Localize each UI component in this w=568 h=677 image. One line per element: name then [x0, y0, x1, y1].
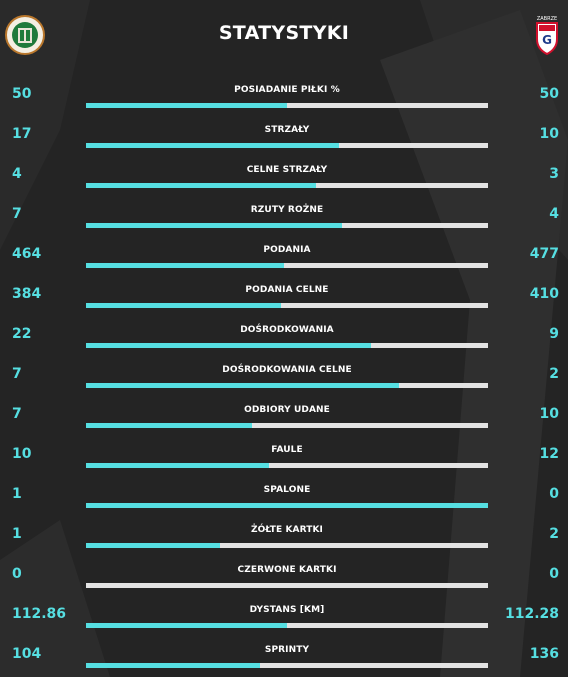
- away-value: 477: [529, 246, 559, 262]
- stat-row: 1 SPALONE 0: [0, 474, 568, 514]
- away-value: 112.28: [504, 606, 559, 622]
- home-value: 17: [12, 126, 32, 142]
- away-team-logo-icon: G ZABRZE: [536, 16, 558, 55]
- away-value: 0: [549, 566, 559, 582]
- stat-bar: [86, 303, 488, 308]
- home-value: 22: [12, 326, 32, 342]
- stat-row: 7 ODBIORY UDANE 10: [0, 394, 568, 434]
- home-value: 7: [12, 366, 22, 382]
- away-value: 2: [549, 366, 559, 382]
- home-share-fill: [86, 343, 372, 348]
- svg-text:G: G: [542, 33, 552, 47]
- stat-label: CZERWONE KARTKI: [237, 565, 337, 575]
- stat-label: SPALONE: [263, 485, 311, 495]
- stats-list: 50 POSIADANIE PIŁKI % 50 17 STRZAŁY 10 4 CELNE …: [0, 74, 568, 674]
- stat-bar: [86, 383, 488, 388]
- stat-label: DYSTANS [KM]: [249, 605, 325, 615]
- stat-row: 104 SPRINTY 136: [0, 634, 568, 674]
- home-share-fill: [86, 663, 261, 668]
- away-value: 4: [549, 206, 559, 222]
- home-value: 7: [12, 406, 22, 422]
- stat-label: PODANIA: [263, 245, 311, 255]
- stat-row: 4 CELNE STRZAŁY 3: [0, 154, 568, 194]
- away-value: 10: [539, 406, 559, 422]
- home-value: 10: [12, 446, 32, 462]
- stat-row: 10 FAULE 12: [0, 434, 568, 474]
- stat-label: PODANIA CELNE: [245, 285, 329, 295]
- stat-row: 17 STRZAŁY 10: [0, 114, 568, 154]
- stat-bar: [86, 583, 488, 588]
- home-value: 4: [12, 166, 22, 182]
- home-share-fill: [86, 223, 342, 228]
- home-value: 112.86: [12, 606, 67, 622]
- home-team-logo-icon: [5, 15, 45, 55]
- home-value: 1: [12, 486, 22, 502]
- stat-bar: [86, 423, 488, 428]
- home-share-fill: [86, 183, 316, 188]
- stat-bar: [86, 103, 488, 108]
- stat-label: FAULE: [271, 445, 303, 455]
- stat-label: RZUTY ROŻNE: [250, 205, 324, 215]
- stat-label: ODBIORY UDANE: [244, 405, 330, 415]
- stat-bar: [86, 343, 488, 348]
- home-value: 384: [12, 286, 42, 302]
- away-value: 2: [549, 526, 559, 542]
- home-value: 464: [12, 246, 42, 262]
- away-logo-text: ZABRZE: [537, 16, 557, 22]
- stat-row: 384 PODANIA CELNE 410: [0, 274, 568, 314]
- home-share-fill: [86, 143, 340, 148]
- stat-label: DOŚRODKOWANIA: [240, 325, 334, 335]
- away-value: 10: [539, 126, 559, 142]
- home-share-fill: [86, 503, 488, 508]
- stat-label: ŻÓŁTE KARTKI: [250, 525, 323, 535]
- home-value: 7: [12, 206, 22, 222]
- stat-row: 464 PODANIA 477: [0, 234, 568, 274]
- away-value: 136: [529, 646, 559, 662]
- home-share-fill: [86, 383, 399, 388]
- stat-row: 7 RZUTY ROŻNE 4: [0, 194, 568, 234]
- home-share-fill: [86, 423, 252, 428]
- home-share-fill: [86, 263, 285, 268]
- page-title: STATYSTYKI: [218, 22, 350, 44]
- away-value: 50: [539, 86, 559, 102]
- stat-bar: [86, 503, 488, 508]
- home-share-fill: [86, 303, 281, 308]
- stat-row: 50 POSIADANIE PIŁKI % 50: [0, 74, 568, 114]
- stat-bar: [86, 663, 488, 668]
- stat-bar: [86, 263, 488, 268]
- stat-row: 1 ŻÓŁTE KARTKI 2: [0, 514, 568, 554]
- away-value: 410: [529, 286, 559, 302]
- home-value: 1: [12, 526, 22, 542]
- stat-bar: [86, 183, 488, 188]
- home-value: 104: [12, 646, 42, 662]
- home-value: 50: [12, 86, 32, 102]
- away-value: 0: [549, 486, 559, 502]
- home-share-fill: [86, 103, 287, 108]
- stat-bar: [86, 623, 488, 628]
- home-value: 0: [12, 566, 22, 582]
- stat-bar: [86, 223, 488, 228]
- stat-row: 0 CZERWONE KARTKI 0: [0, 554, 568, 594]
- stat-label: POSIADANIE PIŁKI %: [234, 85, 340, 95]
- away-value: 9: [549, 326, 559, 342]
- stat-label: SPRINTY: [264, 645, 310, 655]
- stat-label: CELNE STRZAŁY: [246, 165, 328, 175]
- stat-label: STRZAŁY: [264, 125, 310, 135]
- home-share-fill: [86, 623, 288, 628]
- away-value: 3: [549, 166, 559, 182]
- stat-bar: [86, 463, 488, 468]
- stat-row: 7 DOŚRODKOWANIA CELNE 2: [0, 354, 568, 394]
- stat-bar: [86, 143, 488, 148]
- stat-bar: [86, 543, 488, 548]
- away-value: 12: [539, 446, 559, 462]
- stat-row: 112.86 DYSTANS [KM] 112.28: [0, 594, 568, 634]
- stat-row: 22 DOŚRODKOWANIA 9: [0, 314, 568, 354]
- home-share-fill: [86, 543, 220, 548]
- stat-label: DOŚRODKOWANIA CELNE: [222, 365, 352, 375]
- home-share-fill: [86, 463, 269, 468]
